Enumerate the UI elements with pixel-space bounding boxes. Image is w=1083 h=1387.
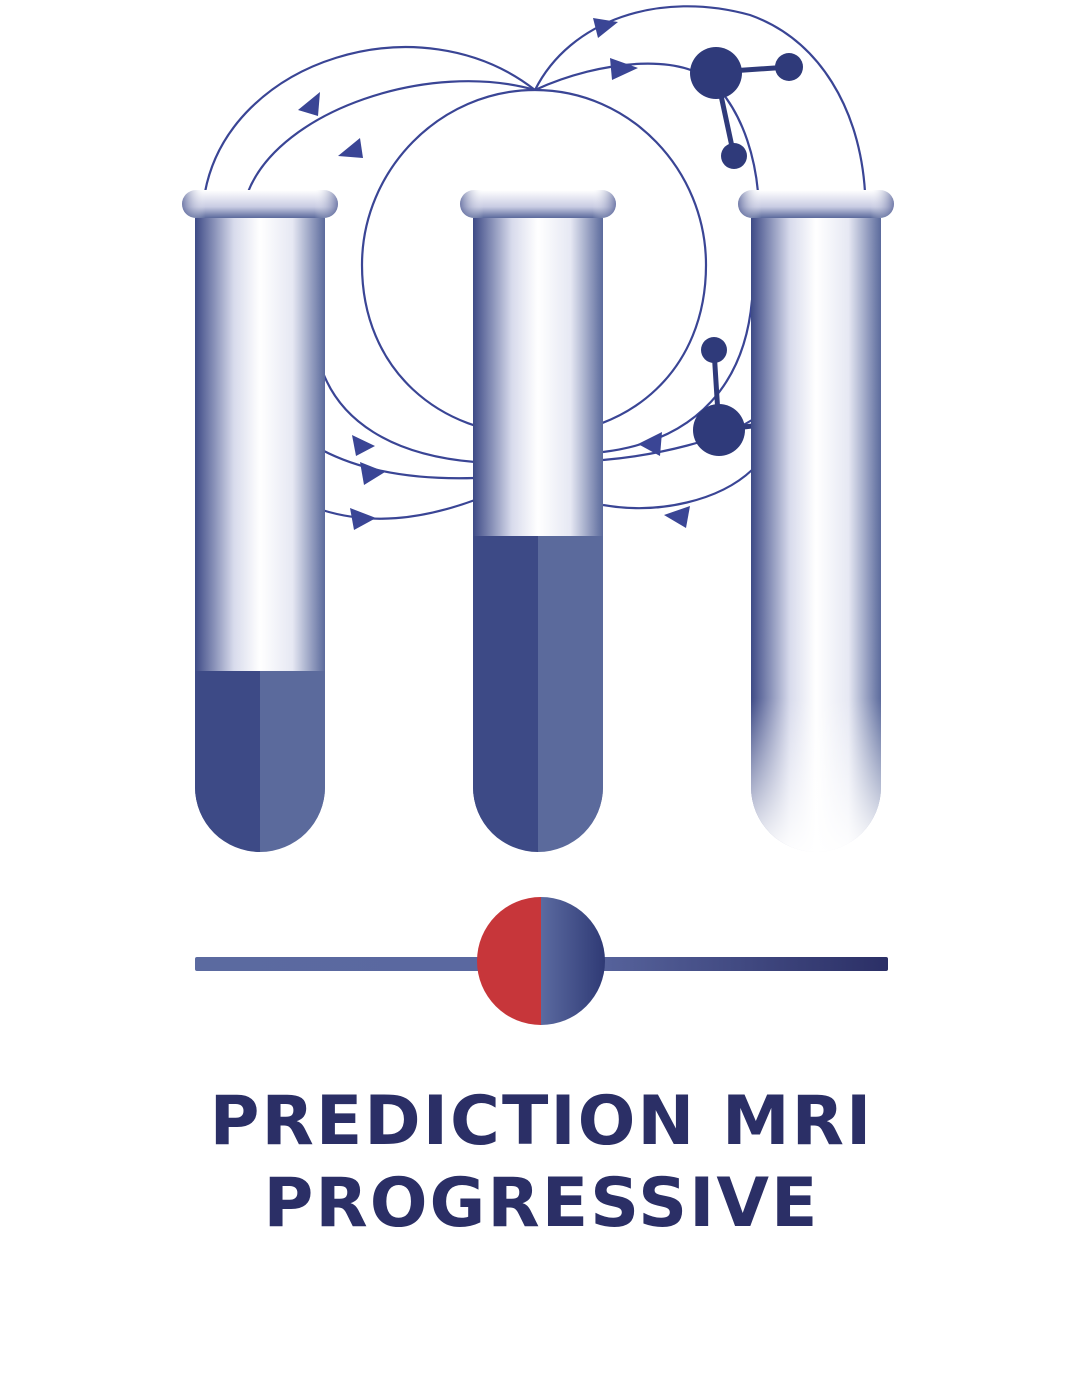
molecule-icon [690,47,803,169]
logo-title-line-1: PREDICTION MRI [209,1082,874,1161]
test-tube-icon [182,190,338,852]
slider [195,897,888,1025]
slider-knob-icon [477,897,605,1025]
test-tube-icon [738,190,894,852]
molecule-icon [693,337,753,456]
logo-title-line-2: PROGRESSIVE [263,1164,820,1243]
test-tube-icon [460,190,616,852]
arrow-icons [298,18,690,530]
